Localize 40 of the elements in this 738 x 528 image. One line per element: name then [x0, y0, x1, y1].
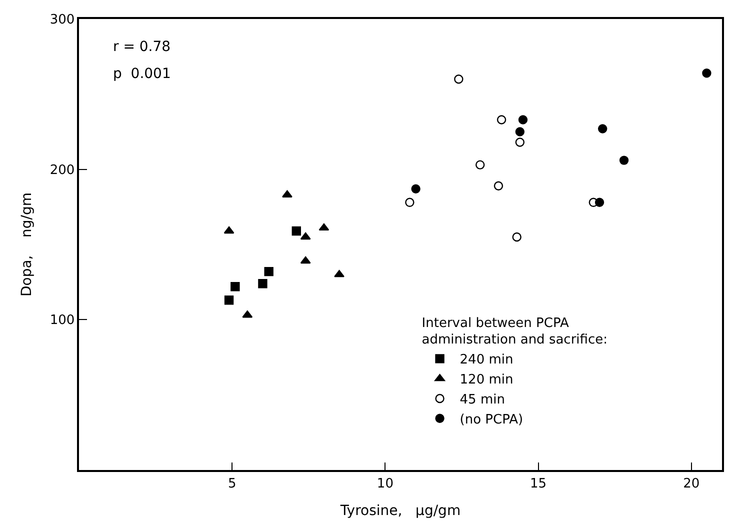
x-tick-label: 5 — [228, 476, 236, 492]
point — [512, 232, 522, 242]
x-tick-label: 20 — [683, 476, 700, 492]
legend-label: 240 min — [460, 352, 514, 368]
point — [230, 282, 240, 292]
point — [292, 226, 301, 236]
y-tick-label: 100 — [50, 313, 75, 328]
annotation: p 0.001 — [113, 66, 171, 82]
point — [258, 278, 268, 288]
legend-label: (no PCPA) — [460, 412, 524, 428]
point — [224, 226, 234, 234]
x-tick-label: 10 — [376, 476, 394, 492]
point — [515, 127, 525, 136]
point — [702, 68, 712, 78]
point — [619, 156, 629, 165]
legend-title: Interval between PCPA administration and sacrifice: — [422, 316, 608, 348]
point — [454, 74, 464, 84]
legend-label: 120 min — [460, 372, 514, 388]
point — [405, 198, 414, 208]
point — [300, 256, 311, 264]
point — [224, 296, 234, 305]
point — [264, 266, 274, 276]
y-axis-title: Dopa, ng/gm — [18, 192, 35, 297]
legend-label: 45 min — [460, 392, 505, 408]
point — [518, 115, 528, 124]
point — [334, 270, 344, 278]
point — [476, 160, 485, 170]
point — [598, 124, 608, 134]
annotation: r = 0.78 — [113, 39, 171, 55]
y-tick-label: 200 — [50, 162, 75, 178]
point — [496, 115, 506, 124]
x-tick-label: 15 — [530, 476, 547, 492]
point — [594, 198, 604, 208]
point — [318, 223, 330, 231]
point — [300, 232, 311, 240]
y-tick-label: 300 — [50, 12, 75, 28]
x-axis-title: Tyrosine, μg/gm — [339, 503, 461, 520]
point — [411, 184, 420, 194]
point — [515, 138, 525, 147]
point — [494, 181, 504, 190]
